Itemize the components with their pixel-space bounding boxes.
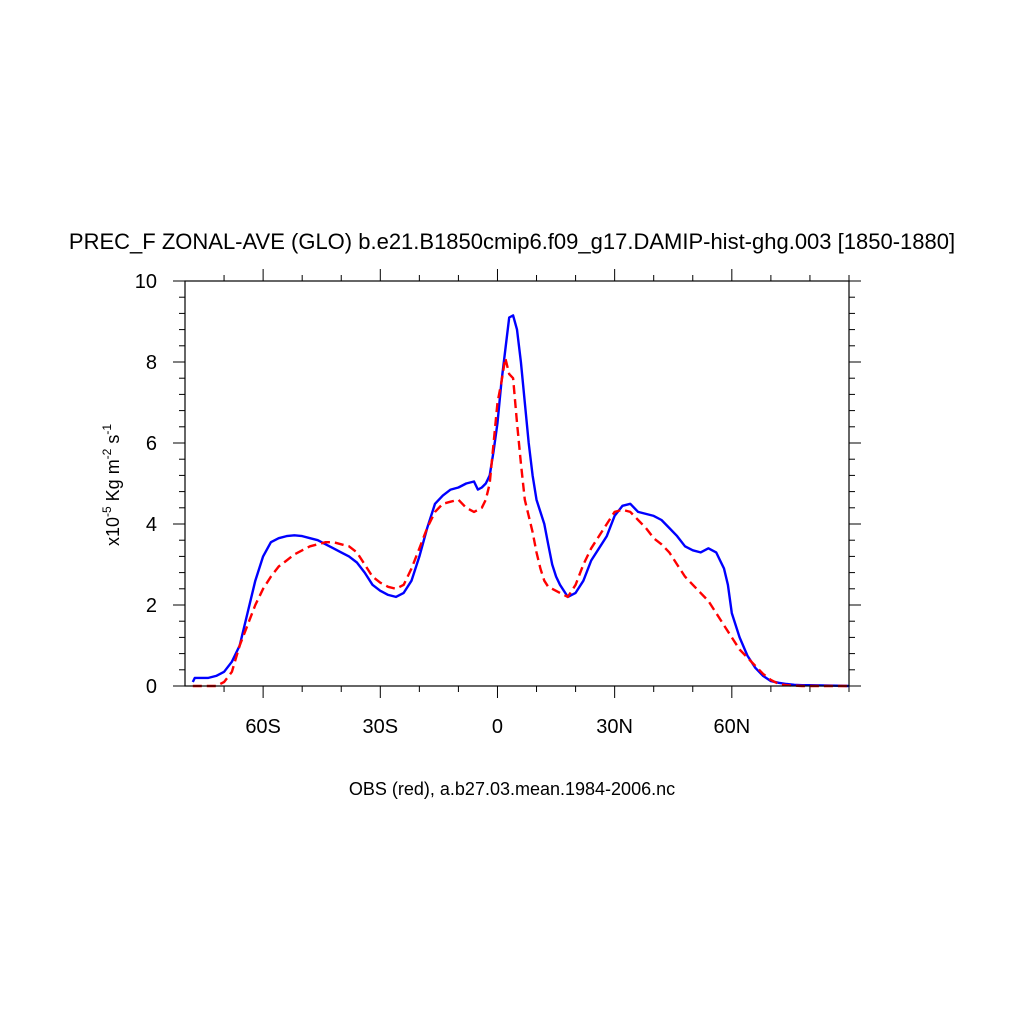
y-axis-label: x10-5 Kg m-2 s-1 xyxy=(100,424,123,546)
series-layer xyxy=(191,314,850,688)
y-label-unit-exponent: -2 xyxy=(100,448,114,459)
x-tick-label: 60N xyxy=(713,716,750,738)
x-tick-label: 0 xyxy=(492,716,503,738)
x-tick-label: 60S xyxy=(245,716,281,738)
y-label-unit2-exponent: -1 xyxy=(100,424,114,435)
y-tick-label: 2 xyxy=(146,595,157,617)
tick-layer: 60S 30S 0 30N 60N 0 2 4 6 8 10 xyxy=(135,269,861,738)
y-tick-label: 6 xyxy=(146,433,157,455)
y-label-prefix: x10 xyxy=(103,517,123,546)
y-label-unit2: s xyxy=(103,435,123,449)
svg-text:x10-5 Kg m-2 s-1: x10-5 Kg m-2 s-1 xyxy=(100,424,123,546)
y-label-exponent: -5 xyxy=(100,506,114,517)
y-tick-label: 4 xyxy=(146,514,157,536)
obs-series-line xyxy=(192,356,849,688)
y-tick-label: 8 xyxy=(146,352,157,374)
model-series-line xyxy=(191,314,850,688)
x-tick-label: 30N xyxy=(596,716,633,738)
x-axis-label: OBS (red), a.b27.03.mean.1984-2006.nc xyxy=(349,779,675,799)
y-label-unit: Kg m xyxy=(103,459,123,506)
x-tick-label: 30S xyxy=(362,716,398,738)
plot-frame xyxy=(184,280,850,687)
y-tick-label: 0 xyxy=(146,676,157,698)
y-tick-label: 10 xyxy=(135,271,157,293)
chart-title: PREC_F ZONAL-AVE (GLO) b.e21.B1850cmip6.… xyxy=(69,229,955,254)
